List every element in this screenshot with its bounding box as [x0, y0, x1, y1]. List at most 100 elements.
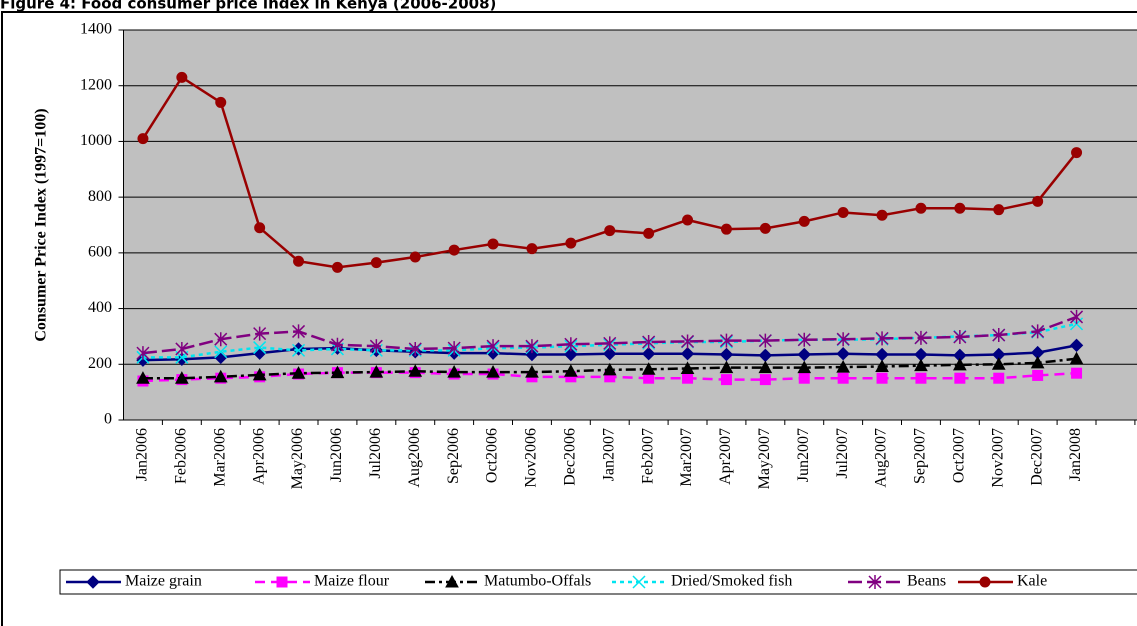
data-point	[253, 326, 267, 341]
x-tick-label: Oct2006	[484, 428, 501, 483]
x-tick-label: Jun2007	[795, 428, 812, 482]
y-axis-label: Consumer Price Index (1997=100)	[33, 108, 50, 341]
legend-marker	[632, 575, 646, 589]
data-point	[602, 362, 617, 376]
data-point	[330, 337, 344, 352]
data-point	[370, 257, 382, 269]
data-point	[641, 346, 656, 361]
data-point	[525, 339, 539, 354]
y-tick-label: 1000	[80, 132, 112, 149]
data-point	[876, 372, 888, 384]
x-tick-label: Apr2006	[250, 428, 267, 485]
x-tick-label: Feb2007	[639, 428, 656, 484]
data-point	[215, 96, 227, 108]
data-point	[486, 339, 500, 354]
data-point	[720, 223, 732, 235]
x-tick-label: Jan2006	[134, 428, 151, 481]
data-point	[642, 335, 656, 349]
data-point	[253, 341, 267, 355]
legend-label: Matumbo-Offals	[484, 573, 591, 590]
data-point	[564, 337, 578, 352]
data-point	[915, 202, 927, 214]
data-point	[993, 204, 1005, 216]
x-tick-label: Feb2006	[173, 428, 190, 484]
x-tick-label: Nov2007	[989, 428, 1006, 488]
data-point	[837, 206, 849, 218]
legend-marker	[276, 576, 288, 588]
plot-area	[123, 30, 1137, 420]
legend-label: Maize flour	[314, 573, 390, 590]
data-point	[719, 347, 734, 362]
y-tick-label: 400	[88, 299, 112, 316]
data-point	[681, 334, 695, 349]
data-point	[1069, 351, 1084, 365]
data-point	[875, 331, 889, 346]
data-point	[486, 365, 500, 378]
data-point	[331, 261, 343, 273]
data-point	[914, 330, 928, 345]
data-point	[214, 332, 228, 347]
x-tick-label: Dec2006	[562, 428, 579, 486]
data-point	[137, 133, 149, 145]
data-point	[213, 369, 228, 383]
data-point	[953, 357, 967, 371]
x-tick-label: Dec2007	[1028, 428, 1045, 486]
data-point	[680, 346, 695, 361]
legend-label: Kale	[1017, 573, 1047, 590]
data-point	[214, 345, 228, 359]
y-tick-label: 800	[88, 188, 112, 205]
data-point	[603, 336, 617, 351]
legend-marker	[86, 575, 100, 589]
x-tick-label: Jan2007	[600, 428, 617, 481]
data-point	[564, 364, 578, 377]
legend-marker	[445, 574, 459, 588]
legend-box	[59, 569, 1137, 595]
data-point	[915, 372, 927, 384]
data-point	[837, 372, 849, 384]
data-point	[876, 209, 888, 221]
data-point	[759, 374, 771, 386]
data-point	[369, 339, 383, 354]
data-point	[293, 255, 305, 267]
data-point	[409, 251, 421, 263]
data-point	[330, 365, 345, 379]
x-tick-label: May2006	[289, 428, 306, 489]
legend-marker	[868, 575, 882, 589]
legend-marker	[979, 576, 991, 588]
data-point	[1071, 147, 1083, 159]
data-point	[175, 371, 189, 384]
data-point	[954, 202, 966, 214]
x-tick-label: Sep2006	[445, 428, 462, 484]
data-point	[798, 215, 810, 227]
data-point	[408, 341, 422, 356]
data-point	[136, 371, 150, 384]
data-point	[292, 324, 306, 339]
data-point	[1069, 338, 1084, 353]
x-tick-label: Aug2007	[873, 428, 890, 488]
x-tick-label: Mar2006	[211, 428, 228, 487]
data-point	[564, 347, 578, 362]
data-point	[720, 374, 732, 386]
data-point	[991, 357, 1006, 370]
data-point	[797, 347, 811, 362]
x-tick-label: Jul2006	[367, 428, 384, 479]
data-point	[176, 71, 188, 83]
data-point	[798, 372, 810, 384]
data-point	[836, 346, 850, 361]
data-point	[447, 341, 461, 356]
x-tick-label: Jul2007	[834, 428, 851, 479]
data-point	[136, 346, 150, 361]
y-tick-label: 1200	[80, 76, 112, 93]
chart-title: Figure 4: Food consumer price index in K…	[0, 0, 496, 13]
data-point	[292, 343, 306, 357]
data-point	[1070, 309, 1084, 324]
legend-label: Beans	[907, 573, 946, 590]
data-point	[565, 237, 577, 249]
legend-label: Maize grain	[125, 573, 202, 590]
x-tick-label: Mar2007	[678, 428, 695, 487]
x-tick-label: Jun2006	[328, 428, 345, 482]
data-point	[487, 238, 499, 250]
data-point	[1032, 369, 1044, 381]
data-point	[408, 364, 423, 377]
x-tick-label: Aug2006	[406, 428, 423, 488]
